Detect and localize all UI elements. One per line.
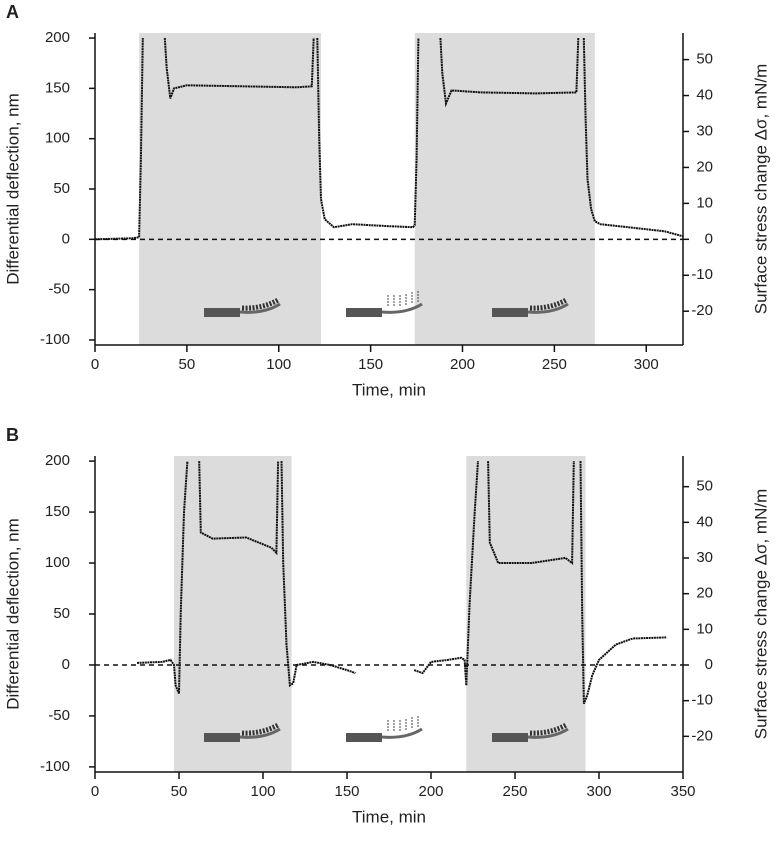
- y2-tick-label: 0: [705, 230, 713, 247]
- data-line: [136, 461, 189, 694]
- y-tick-label: 50: [53, 605, 70, 622]
- x-tick-label: 0: [91, 783, 99, 800]
- y2-tick-label: 30: [696, 549, 713, 566]
- data-line: [439, 37, 580, 108]
- x-axis-label: Time, min: [352, 380, 426, 399]
- shaded-region: [414, 33, 595, 345]
- shaded-region: [173, 456, 292, 772]
- y-tick-label: 50: [53, 180, 70, 197]
- y-tick-label: -50: [48, 707, 70, 724]
- y-tick-label: 200: [45, 452, 70, 469]
- panel-label: B: [6, 425, 19, 445]
- y-tick-label: 100: [45, 130, 70, 147]
- data-line: [280, 461, 356, 688]
- x-tick-label: 300: [586, 783, 611, 800]
- x-tick-label: 250: [542, 356, 567, 373]
- y-tick-label: 0: [62, 230, 70, 247]
- y-tick-label: 200: [45, 29, 70, 46]
- y2-axis-label: Surface stress change Δσ, mN/m: [751, 64, 770, 314]
- y2-tick-label: 30: [696, 122, 713, 139]
- y2-tick-label: 40: [696, 513, 713, 530]
- y-axis-label: Differential deflection, nm: [3, 93, 22, 285]
- x-tick-label: 300: [634, 356, 659, 373]
- x-tick-label: 250: [502, 783, 527, 800]
- y2-tick-label: 50: [696, 51, 713, 68]
- y2-tick-label: 50: [696, 478, 713, 495]
- data-line: [95, 37, 144, 241]
- y-tick-label: -100: [40, 758, 70, 775]
- x-tick-label: 200: [450, 356, 475, 373]
- x-tick-label: 100: [266, 356, 291, 373]
- y-tick-label: -100: [40, 331, 70, 348]
- panel-label: A: [6, 2, 19, 22]
- data-line: [198, 461, 280, 556]
- y2-tick-label: -10: [691, 266, 713, 283]
- y-tick-label: 150: [45, 79, 70, 96]
- x-tick-label: 0: [91, 356, 99, 373]
- y-axis-label: Differential deflection, nm: [3, 518, 22, 710]
- y-tick-label: 100: [45, 554, 70, 571]
- x-tick-label: 50: [171, 783, 188, 800]
- y2-tick-label: 0: [705, 656, 713, 673]
- x-axis-label: Time, min: [352, 807, 426, 826]
- y-tick-label: 0: [62, 656, 70, 673]
- y2-tick-label: 10: [696, 194, 713, 211]
- x-tick-label: 50: [179, 356, 196, 373]
- y-tick-label: -50: [48, 281, 70, 298]
- y2-tick-label: -20: [691, 727, 713, 744]
- data-line: [487, 461, 575, 565]
- y2-tick-label: 40: [696, 87, 713, 104]
- y-tick-label: 150: [45, 503, 70, 520]
- y2-tick-label: 10: [696, 620, 713, 637]
- x-tick-label: 150: [334, 783, 359, 800]
- y2-axis-label: Surface stress change Δσ, mN/m: [751, 489, 770, 739]
- x-tick-label: 350: [670, 783, 695, 800]
- y2-tick-label: -20: [691, 302, 713, 319]
- data-line: [579, 461, 667, 705]
- data-line: [316, 37, 420, 229]
- x-tick-label: 100: [250, 783, 275, 800]
- data-line: [413, 461, 479, 686]
- y2-tick-label: -10: [691, 692, 713, 709]
- x-tick-label: 150: [358, 356, 383, 373]
- data-line: [582, 37, 683, 238]
- shaded-region: [466, 456, 586, 772]
- y2-tick-label: 20: [696, 158, 713, 175]
- shaded-region: [139, 33, 322, 345]
- x-tick-label: 200: [418, 783, 443, 800]
- y2-tick-label: 20: [696, 585, 713, 602]
- data-line: [163, 37, 315, 99]
